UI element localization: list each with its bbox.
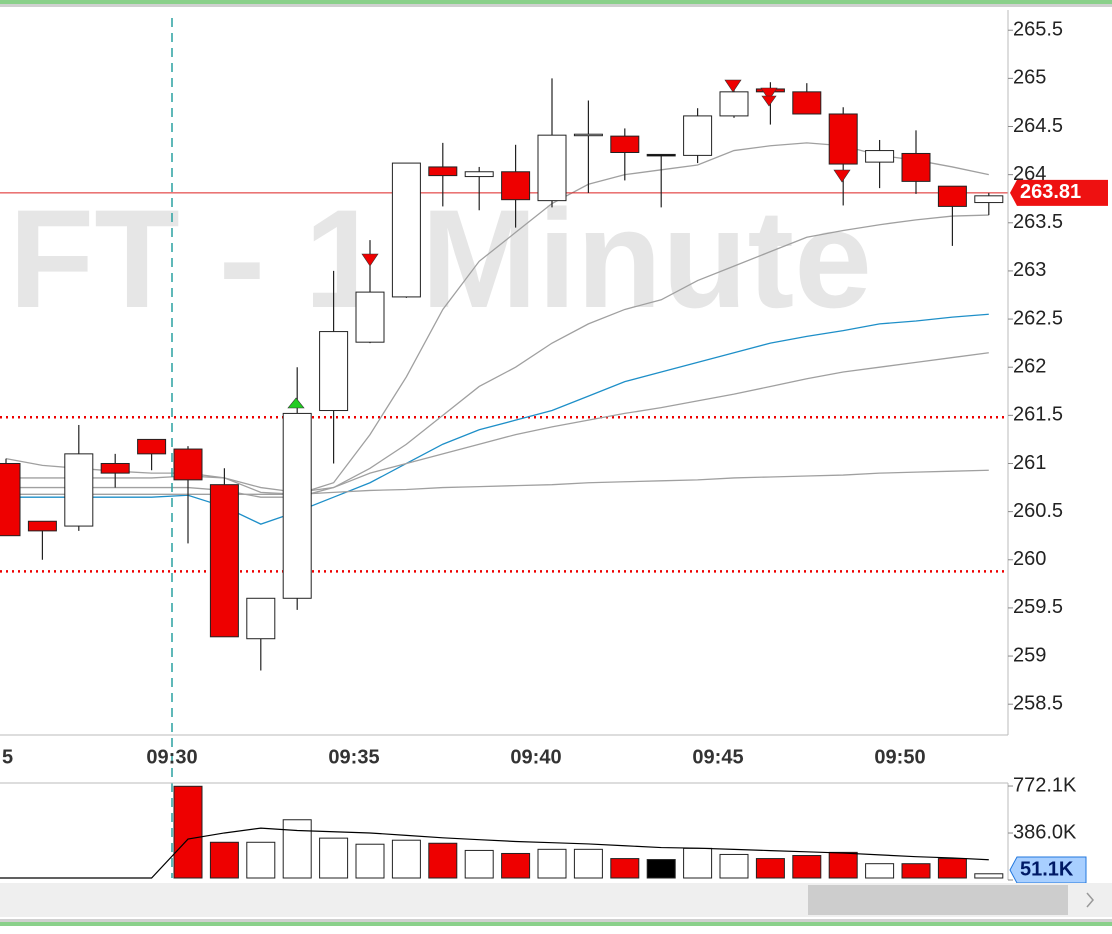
volume-bar [319, 837, 349, 879]
buy-signal [287, 397, 305, 409]
volume-bar [755, 858, 785, 879]
y-tick-label: 260 [1013, 548, 1046, 570]
sell-signal [833, 169, 851, 183]
candle-body [683, 115, 713, 156]
candle-body [937, 185, 967, 207]
y-tick-label: 258.5 [1013, 692, 1063, 714]
candle-body [173, 448, 203, 481]
x-tick-label: 09:35 [328, 746, 379, 768]
volume-bar [901, 863, 931, 879]
candle-body [646, 153, 676, 157]
y-tick-label: 264.5 [1013, 115, 1063, 137]
volume-bar [683, 847, 713, 879]
bottom-border-shade [0, 919, 1112, 922]
last-volume-box [1009, 856, 1087, 884]
candle-body [27, 520, 57, 532]
volume-average [0, 827, 989, 879]
x-tick-label: 5 [2, 746, 13, 768]
y-tick-label: 261.5 [1013, 404, 1063, 426]
moving-average [6, 352, 989, 498]
sell-signal [724, 79, 742, 93]
sell-signal [760, 87, 778, 101]
volume-bar [610, 858, 640, 879]
y-tick-label: 265.5 [1013, 19, 1063, 41]
last-volume-label: 51.1K [1020, 858, 1074, 880]
candle-body [355, 291, 385, 343]
volume-tick-label: 772.1K [1013, 774, 1077, 796]
scroll-right-button[interactable] [1086, 892, 1094, 908]
y-tick-label: 259 [1013, 644, 1046, 666]
volume-bar [428, 842, 458, 879]
sell-signal [361, 253, 379, 267]
volume-bar [573, 848, 603, 879]
y-tick-label: 264 [1013, 163, 1046, 185]
x-tick-label: 09:50 [874, 746, 925, 768]
last-price-box [1010, 179, 1108, 206]
candle-body [792, 91, 822, 115]
candle-body [209, 484, 239, 638]
top-border [0, 0, 1112, 4]
top-border-shade [0, 4, 1112, 7]
candle-body [501, 171, 531, 201]
volume-bar [501, 852, 531, 879]
volume-bar [937, 858, 967, 879]
candle-body [0, 462, 21, 537]
watermark: FT - 1 Minute [9, 180, 872, 337]
volume-bar [209, 841, 239, 879]
candle-body [137, 438, 167, 455]
volume-bar [537, 848, 567, 879]
volume-tick-label: 386.0K [1013, 821, 1077, 843]
y-tick-label: 261 [1013, 452, 1046, 474]
candle-body [246, 597, 276, 640]
volume-bar [391, 839, 421, 879]
candle-body [901, 152, 931, 182]
bottom-border [0, 922, 1112, 926]
x-tick-label: 09:30 [146, 746, 197, 768]
candle-body [319, 331, 349, 412]
volume-bar [246, 841, 276, 879]
last-price-label: 263.81 [1020, 181, 1081, 203]
y-tick-label: 262 [1013, 355, 1046, 377]
y-tick-label: 259.5 [1013, 596, 1063, 618]
candle-body [573, 133, 603, 137]
volume-bar [173, 785, 203, 879]
x-tick-label: 09:45 [692, 746, 743, 768]
candle-body [100, 462, 130, 474]
candle-body [282, 412, 312, 599]
moving-average [6, 469, 989, 495]
volume-bar [792, 855, 822, 879]
y-tick-label: 260.5 [1013, 500, 1063, 522]
volume-bar [355, 843, 385, 879]
y-tick-label: 263 [1013, 259, 1046, 281]
volume-bar [828, 851, 858, 879]
moving-average [5, 142, 989, 495]
candle-body [865, 150, 895, 163]
candle-body [64, 453, 94, 527]
y-tick-label: 263.5 [1013, 211, 1063, 233]
candle-body [537, 134, 567, 202]
volume-bar [282, 819, 312, 879]
y-tick-label: 262.5 [1013, 307, 1063, 329]
volume-bar [974, 873, 1004, 879]
candle-body [974, 195, 1004, 204]
x-tick-label: 09:40 [510, 746, 561, 768]
volume-bar [646, 859, 676, 879]
moving-average [6, 313, 989, 525]
candle-body [464, 171, 494, 178]
candle-body [428, 166, 458, 177]
moving-average [6, 214, 989, 494]
volume-bar [865, 863, 895, 879]
candle-body [610, 135, 640, 153]
volume-bar [719, 853, 749, 879]
scrollbar-thumb[interactable] [808, 885, 1068, 915]
candle-body [391, 162, 421, 298]
y-tick-label: 265 [1013, 67, 1046, 89]
volume-bar [464, 849, 494, 879]
candle-body [719, 91, 749, 117]
candle-body [828, 113, 858, 165]
sell-signal [761, 95, 777, 107]
